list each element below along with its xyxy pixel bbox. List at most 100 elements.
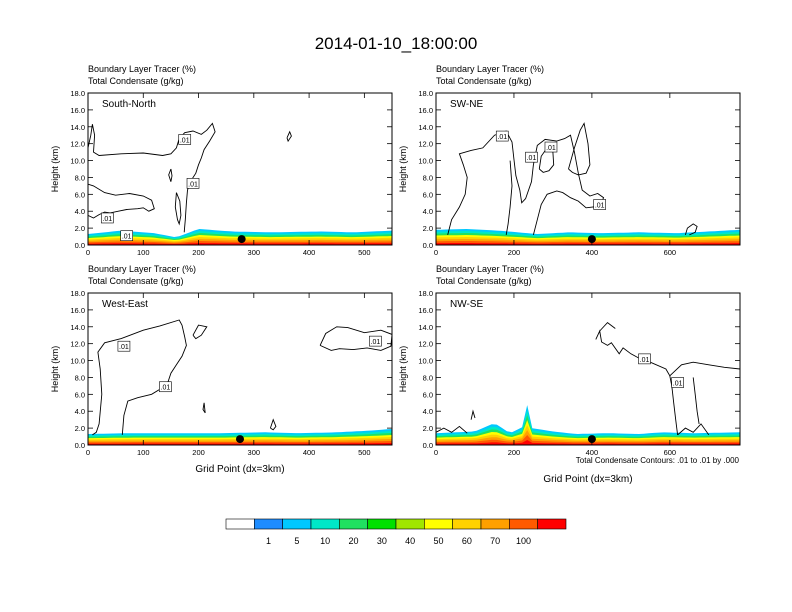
panel-header-condensate: Total Condensate (g/kg) <box>436 276 532 286</box>
tracer-band-7 <box>436 440 740 445</box>
panel-label: NW-SE <box>450 299 483 310</box>
colorbar-label: 30 <box>377 536 387 546</box>
plot-area: .01 .01 .01 .01 <box>88 122 392 245</box>
panel-label: West-East <box>102 299 148 310</box>
contour-label: .01 <box>161 385 171 392</box>
condensate-contour <box>319 326 392 351</box>
x-tick-label: 0 <box>434 448 438 457</box>
y-tick-label: 12.0 <box>70 340 85 349</box>
panel-nw-se: Boundary Layer Tracer (%) Total Condensat… <box>398 264 741 485</box>
colorbar-label: 5 <box>294 536 299 546</box>
location-marker <box>237 235 246 244</box>
y-tick-label: 18.0 <box>418 89 433 98</box>
y-tick-label: 14.0 <box>418 123 433 132</box>
plot-area: .01 .01 <box>436 321 740 445</box>
contour-label: .01 <box>102 216 112 223</box>
y-tick-label: 12.0 <box>418 140 433 149</box>
condensate-contour <box>470 409 476 420</box>
condensate-contour <box>88 122 216 233</box>
x-tick-label: 400 <box>586 248 599 257</box>
contour-label-box <box>495 130 509 142</box>
tracer-band-5 <box>436 430 740 445</box>
x-tick-label: 200 <box>192 448 205 457</box>
y-tick-label: 0.0 <box>75 441 85 450</box>
condensate-contour <box>174 192 182 226</box>
condensate-contour <box>568 122 591 176</box>
condensate-contour <box>202 402 206 414</box>
condensate-contour <box>505 160 513 235</box>
panel-south-north: Boundary Layer Tracer (%) Total Condensat… <box>50 64 393 257</box>
contour-label: .01 <box>122 234 132 241</box>
contour-label: .01 <box>595 202 605 209</box>
y-tick-label: 2.0 <box>75 424 85 433</box>
colorbar: 1 5 10 20 30 40 50 60 70 100 <box>225 518 567 546</box>
contour-label-box <box>159 381 172 393</box>
x-tick-label: 100 <box>137 448 150 457</box>
y-tick-label: 14.0 <box>418 323 433 332</box>
y-tick-label: 8.0 <box>75 173 85 182</box>
contour-label-box <box>101 212 114 224</box>
plot-area: .01 .01 .01 <box>88 319 392 445</box>
colorbar-label: 40 <box>405 536 415 546</box>
contour-label: .01 <box>546 145 556 152</box>
condensate-contour <box>286 130 292 143</box>
x-tick-label: 500 <box>358 248 371 257</box>
y-tick-label: 10.0 <box>418 157 433 166</box>
y-tick-label: 6.0 <box>75 190 85 199</box>
x-axis-label: Grid Point (dx=3km) <box>543 474 632 485</box>
contour-label: .01 <box>119 344 129 351</box>
panel-header-tracer: Boundary Layer Tracer (%) <box>436 64 544 74</box>
contour-label-box <box>186 178 200 189</box>
contour-label-box <box>544 141 558 153</box>
y-tick-label: 2.0 <box>75 224 85 233</box>
condensate-contour <box>88 183 155 219</box>
y-axis-label: Height (km) <box>398 346 408 393</box>
y-tick-label: 4.0 <box>75 407 85 416</box>
contour-label: .01 <box>640 357 650 364</box>
y-tick-label: 10.0 <box>70 157 85 166</box>
x-tick-label: 400 <box>303 248 316 257</box>
condensate-contour <box>168 168 173 182</box>
colorbar-swatch <box>452 518 482 530</box>
panel-header-tracer: Boundary Layer Tracer (%) <box>436 264 544 274</box>
panel-header-condensate: Total Condensate (g/kg) <box>88 76 184 86</box>
x-tick-label: 400 <box>303 448 316 457</box>
colorbar-swatch <box>310 518 340 530</box>
y-tick-label: 16.0 <box>70 106 85 115</box>
contour-label: .01 <box>188 181 198 188</box>
colorbar-swatch <box>395 518 425 530</box>
colorbar-swatch <box>282 518 312 530</box>
condensate-contour <box>436 425 468 434</box>
condensate-contour <box>669 361 740 377</box>
panel-header-condensate: Total Condensate (g/kg) <box>88 276 184 286</box>
location-marker <box>236 435 244 444</box>
y-tick-label: 18.0 <box>70 89 85 98</box>
x-tick-label: 200 <box>508 248 521 257</box>
colorbar-label: 50 <box>433 536 443 546</box>
condensate-contour <box>684 223 698 236</box>
contour-note: Total Condensate Contours: .01 to .01 by… <box>576 456 740 465</box>
plot-frame <box>87 92 393 246</box>
y-tick-label: 8.0 <box>75 373 85 382</box>
figure-title: 2014-01-10_18:00:00 <box>315 34 478 53</box>
colorbar-swatch <box>339 518 368 530</box>
panel-header-tracer: Boundary Layer Tracer (%) <box>88 264 196 274</box>
contour-label-box <box>120 230 133 242</box>
contour-label-box <box>117 340 131 352</box>
x-tick-label: 0 <box>434 248 438 257</box>
colorbar-swatch <box>254 518 283 530</box>
colorbar-label: 10 <box>320 536 330 546</box>
colorbar-swatch <box>225 518 255 530</box>
x-tick-label: 300 <box>248 248 261 257</box>
condensate-contour <box>92 423 100 436</box>
y-tick-label: 14.0 <box>70 323 85 332</box>
plot-frame <box>435 92 741 246</box>
y-tick-label: 12.0 <box>418 340 433 349</box>
tracer-band-6 <box>436 435 740 445</box>
contour-label: .01 <box>371 339 381 346</box>
colorbar-swatch <box>537 518 567 530</box>
y-tick-label: 16.0 <box>418 306 433 315</box>
y-tick-label: 12.0 <box>70 140 85 149</box>
plot-frame <box>87 292 393 446</box>
y-tick-label: 0.0 <box>75 241 85 250</box>
